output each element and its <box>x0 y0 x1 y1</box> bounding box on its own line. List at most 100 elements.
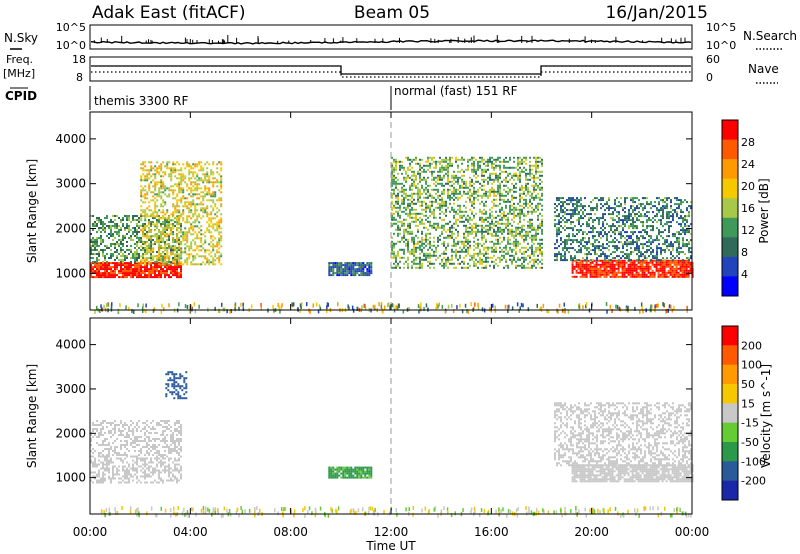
heatmap-cell <box>632 217 634 220</box>
heatmap-cell <box>98 221 100 223</box>
heatmap-cell <box>642 221 644 224</box>
heatmap-cell <box>479 164 481 167</box>
heatmap-cell <box>421 212 423 215</box>
heatmap-cell <box>196 263 199 266</box>
heatmap-cell <box>176 215 179 218</box>
heatmap-cell <box>202 203 205 206</box>
heatmap-cell <box>595 261 598 264</box>
heatmap-cell <box>613 273 616 276</box>
heatmap-cell <box>100 223 102 225</box>
heatmap-cell <box>566 213 568 216</box>
power-heatmap-cells <box>90 156 694 314</box>
heatmap-cell <box>684 231 686 234</box>
heatmap-cell <box>194 241 197 244</box>
heatmap-cell <box>469 196 471 199</box>
heatmap-cell <box>178 191 181 194</box>
heatmap-cell <box>479 186 481 189</box>
heatmap-cell <box>164 276 166 279</box>
heatmap-cell <box>435 180 437 183</box>
heatmap-cell <box>397 226 399 229</box>
heatmap-cell <box>638 257 640 260</box>
heatmap-cell <box>98 229 100 231</box>
heatmap-cell <box>118 243 120 245</box>
heatmap-cell <box>362 268 365 271</box>
heatmap-cell <box>214 229 217 232</box>
heatmap-cell <box>485 240 487 243</box>
heatmap-cell <box>206 205 209 208</box>
heatmap-cell <box>463 250 465 253</box>
heatmap-cell <box>578 249 580 252</box>
heatmap-cell <box>445 166 447 169</box>
heatmap-cell <box>614 233 616 236</box>
heatmap-cell <box>397 254 399 257</box>
heatmap-cell <box>158 209 161 212</box>
heatmap-cell <box>407 212 409 215</box>
heatmap-cell <box>417 218 419 221</box>
heatmap-cell <box>96 262 98 265</box>
heatmap-cell <box>144 251 146 253</box>
heatmap-cell <box>612 239 614 242</box>
heatmap-cell <box>483 226 485 229</box>
heatmap-cell <box>554 207 556 210</box>
heatmap-cell <box>142 195 145 198</box>
heatmap-cell <box>505 160 507 163</box>
heatmap-cell <box>497 184 499 187</box>
heatmap-cell <box>170 268 172 271</box>
heatmap-cell <box>200 255 203 258</box>
heatmap-cell <box>393 256 395 259</box>
heatmap-cell <box>401 172 403 175</box>
heatmap-cell <box>592 237 594 240</box>
heatmap-cell <box>144 193 147 196</box>
heatmap-cell <box>497 220 499 223</box>
heatmap-cell <box>204 163 207 166</box>
heatmap-cell <box>166 257 169 260</box>
heatmap-cell <box>391 194 393 197</box>
heatmap-cell <box>178 183 181 186</box>
heatmap-cell <box>598 231 600 234</box>
heatmap-cell <box>497 226 499 229</box>
heatmap-cell <box>90 276 92 279</box>
heatmap-cell <box>598 241 600 244</box>
heatmap-cell <box>588 237 590 240</box>
heatmap-cell <box>562 215 564 218</box>
heatmap-cell <box>174 239 176 241</box>
heatmap-cell <box>644 257 646 260</box>
heatmap-cell <box>148 169 151 172</box>
heatmap-cell <box>150 213 153 216</box>
heatmap-cell <box>465 238 467 241</box>
heatmap-cell <box>443 192 445 195</box>
heatmap-cell <box>206 211 209 214</box>
heatmap-cell <box>596 217 598 220</box>
heatmap-cell <box>146 213 149 216</box>
heatmap-cell <box>669 259 672 262</box>
heatmap-cell <box>493 222 495 225</box>
heatmap-cell <box>178 253 181 256</box>
heatmap-cell <box>570 227 572 230</box>
heatmap-cell <box>162 257 164 259</box>
heatmap-cell <box>172 215 175 218</box>
heatmap-cell <box>425 170 427 173</box>
heatmap-cell <box>164 257 167 260</box>
heatmap-cell <box>132 239 134 241</box>
heatmap-cell <box>443 166 445 169</box>
heatmap-cell <box>158 195 161 198</box>
heatmap-cell <box>128 264 130 267</box>
heatmap-cell <box>670 241 672 244</box>
heatmap-cell <box>360 262 363 265</box>
heatmap-cell <box>395 218 397 221</box>
heatmap-cell <box>485 200 487 203</box>
heatmap-cell <box>407 242 409 245</box>
heatmap-cell <box>677 259 680 262</box>
heatmap-cell <box>554 255 556 258</box>
heatmap-cell <box>170 272 172 275</box>
heatmap-cell <box>576 207 578 210</box>
heatmap-cell <box>501 216 503 219</box>
heatmap-cell <box>407 250 409 253</box>
heatmap-cell <box>168 215 171 218</box>
heatmap-cell <box>431 158 433 161</box>
heatmap-cell <box>192 225 195 228</box>
heatmap-cell <box>439 162 441 165</box>
heatmap-cell <box>642 197 644 200</box>
heatmap-cell <box>439 176 441 179</box>
